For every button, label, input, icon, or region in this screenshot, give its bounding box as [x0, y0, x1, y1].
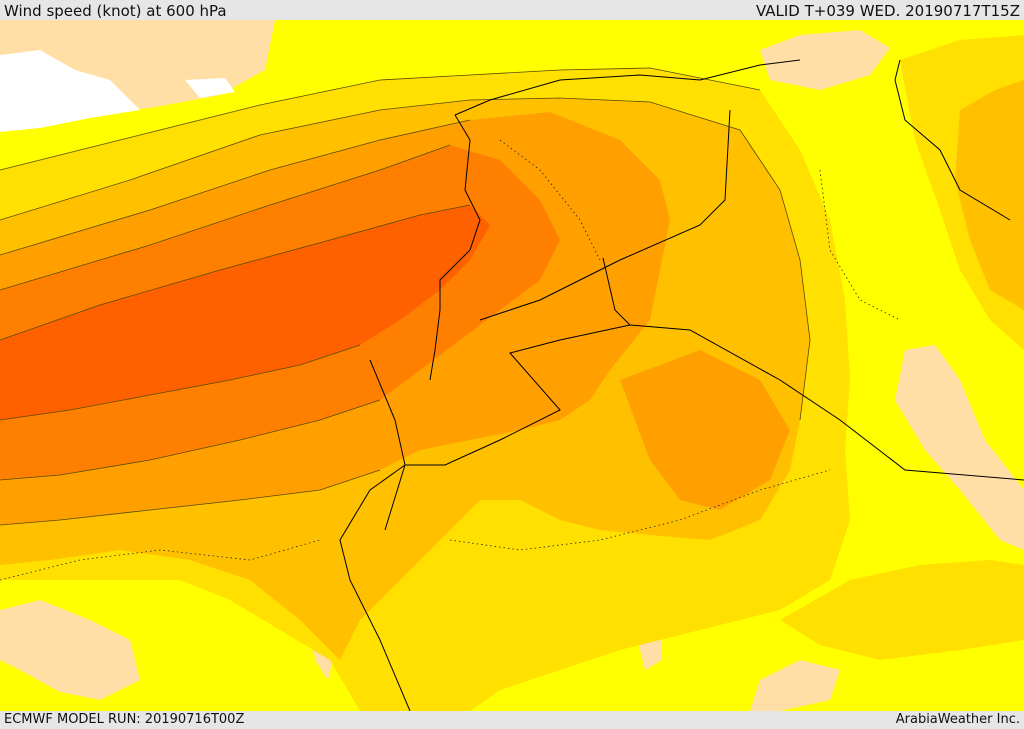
- valid-time: VALID T+039 WED. 20190717T15Z: [755, 2, 1020, 20]
- header-bar: Wind speed (knot) at 600 hPa VALID T+039…: [0, 0, 1024, 20]
- map-title: Wind speed (knot) at 600 hPa: [4, 2, 227, 20]
- footer-bar: ECMWF MODEL RUN: 20190716T00Z ArabiaWeat…: [0, 711, 1024, 729]
- no-data-aegean: [0, 50, 140, 132]
- band-lowest-east: [895, 345, 1024, 550]
- band-4-tail: [620, 350, 790, 510]
- band-6-core: [0, 205, 490, 420]
- band-lowest-southwest: [0, 600, 140, 700]
- band-3-east: [955, 80, 1024, 310]
- country-borders: [339, 59, 1024, 711]
- credit: ArabiaWeather Inc.: [895, 712, 1020, 727]
- band-lowest-northeast: [760, 30, 890, 90]
- band-lowest-south: [750, 660, 840, 711]
- wind-speed-map: [0, 20, 1024, 711]
- model-run: ECMWF MODEL RUN: 20190716T00Z: [4, 712, 245, 727]
- province-borders: [0, 139, 901, 581]
- contour-lines: [0, 67, 811, 526]
- band-2-southeast: [780, 560, 1024, 660]
- no-data-turkey-coast: [185, 78, 235, 98]
